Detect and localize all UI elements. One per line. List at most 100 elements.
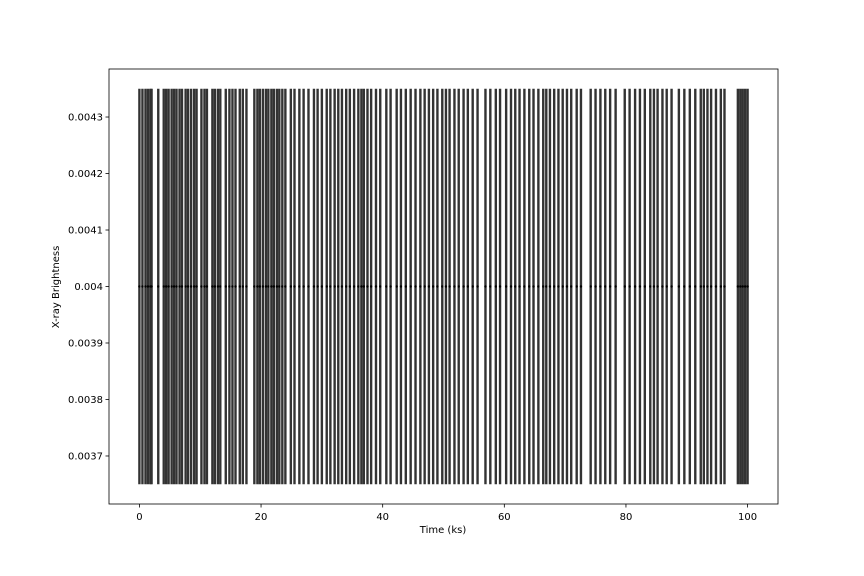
x-tick-label: 0: [136, 512, 142, 523]
data-point: [484, 285, 487, 288]
data-point: [293, 285, 296, 288]
data-point: [369, 285, 373, 288]
data-point: [200, 285, 203, 288]
data-point: [677, 285, 681, 288]
data-point: [211, 285, 214, 288]
data-point: [462, 285, 465, 288]
data-point: [683, 285, 686, 288]
data-point: [307, 285, 310, 288]
data-point: [278, 285, 281, 288]
data-point: [298, 285, 301, 288]
data-point: [649, 285, 652, 288]
data-point: [337, 285, 340, 288]
data-point: [261, 285, 265, 288]
data-point: [448, 285, 451, 288]
data-point: [427, 285, 431, 288]
data-point: [146, 285, 150, 288]
x-axis-label: Time (ks): [419, 525, 467, 536]
data-point: [694, 285, 697, 288]
data-point: [670, 285, 673, 288]
x-tick-label: 40: [376, 512, 389, 523]
data-point: [570, 285, 573, 288]
data-point: [241, 285, 244, 288]
data-point: [360, 285, 363, 288]
data-point: [150, 285, 153, 288]
data-point: [344, 285, 348, 288]
data-point: [699, 285, 702, 288]
data-point: [312, 285, 316, 288]
data-point: [195, 285, 198, 288]
data-point: [186, 285, 190, 288]
data-point: [216, 285, 220, 288]
data-point: [545, 285, 548, 288]
data-point: [633, 285, 637, 288]
data-point: [599, 285, 602, 288]
data-point: [561, 285, 564, 288]
data-point: [395, 285, 398, 288]
data-point: [441, 285, 444, 288]
data-point: [528, 285, 531, 288]
data-point: [431, 285, 435, 288]
data-point: [325, 285, 328, 288]
data-point: [362, 285, 366, 288]
data-point: [379, 285, 382, 288]
y-tick-label: 0.0042: [68, 169, 103, 180]
data-point: [542, 285, 545, 288]
data-point: [138, 285, 141, 288]
data-point: [272, 285, 276, 288]
data-point: [141, 285, 144, 288]
data-point: [614, 285, 617, 288]
data-point: [189, 285, 193, 288]
data-point: [736, 285, 740, 288]
data-point: [466, 285, 470, 288]
data-point: [579, 285, 583, 288]
data-point: [253, 285, 256, 288]
data-point: [589, 285, 592, 288]
data-point: [665, 285, 668, 288]
data-point: [638, 285, 642, 288]
data-point: [267, 285, 270, 288]
data-point: [719, 285, 723, 288]
data-point: [476, 285, 479, 288]
data-point: [203, 285, 206, 288]
data-point: [498, 285, 502, 288]
data-point: [409, 285, 412, 288]
data-point: [164, 285, 168, 288]
y-tick-label: 0.0043: [68, 113, 103, 124]
data-point: [741, 285, 744, 288]
data-point: [172, 285, 176, 288]
data-point: [231, 285, 234, 288]
data-point: [352, 285, 356, 288]
data-point: [302, 285, 305, 288]
x-tick-label: 80: [620, 512, 633, 523]
data-point: [167, 285, 170, 288]
data-point: [316, 285, 319, 288]
data-point: [457, 285, 460, 288]
data-point: [284, 285, 287, 288]
data-point: [385, 285, 388, 288]
y-axis-label: X-ray Brightness: [51, 246, 62, 329]
data-point: [723, 285, 726, 288]
data-point: [162, 285, 165, 288]
data-point: [643, 285, 647, 288]
data-point: [270, 285, 273, 288]
data-point: [652, 285, 656, 288]
data-point: [714, 285, 718, 288]
data-point: [178, 285, 181, 288]
y-tick-label: 0.004: [74, 282, 103, 293]
data-point: [234, 285, 237, 288]
data-point: [258, 285, 262, 288]
data-point: [157, 285, 160, 288]
y-tick-label: 0.0039: [68, 338, 103, 349]
data-point: [366, 285, 369, 288]
data-point: [548, 285, 552, 288]
data-point: [523, 285, 526, 288]
data-point: [604, 285, 607, 288]
data-point: [175, 285, 178, 288]
data-point: [656, 285, 659, 288]
data-point: [444, 285, 448, 288]
data-point: [661, 285, 664, 288]
data-point: [514, 285, 517, 288]
data-point: [184, 285, 187, 288]
